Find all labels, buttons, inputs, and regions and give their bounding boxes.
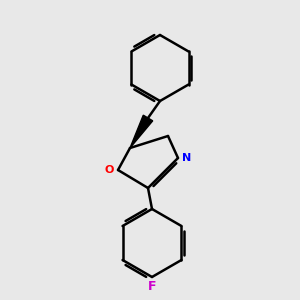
Text: O: O: [104, 165, 114, 175]
Polygon shape: [130, 115, 153, 148]
Text: F: F: [148, 280, 156, 293]
Text: N: N: [182, 153, 192, 163]
